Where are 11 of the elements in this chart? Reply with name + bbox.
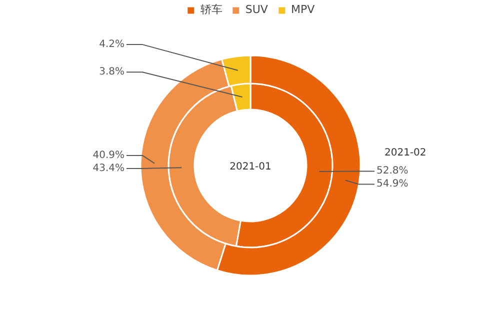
legend-label: MPV [290, 3, 315, 16]
data-label: 4.2% [99, 39, 124, 50]
legend-label: SUV [245, 3, 268, 16]
data-label: 54.9% [376, 178, 408, 190]
data-label: 40.9% [92, 150, 125, 161]
data-label: 3.8% [99, 66, 124, 78]
legend-label: 轿车 [200, 2, 222, 17]
slice-label: 2021-01 [230, 162, 272, 172]
data-label: 43.4% [92, 162, 125, 174]
data-label: 52.8% [376, 166, 408, 177]
slice-label: 2021-02 [384, 148, 426, 158]
